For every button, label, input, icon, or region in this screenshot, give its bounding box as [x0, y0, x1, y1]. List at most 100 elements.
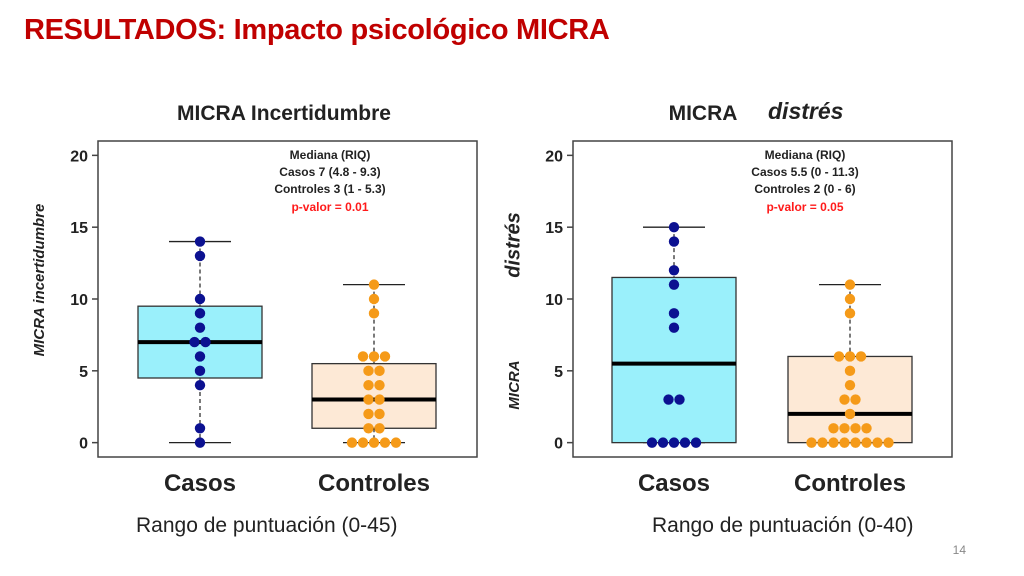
- data-point: [828, 437, 839, 448]
- y-tick-label: 10: [70, 292, 88, 309]
- data-point: [194, 365, 206, 377]
- data-point: [844, 379, 856, 391]
- data-point: [390, 437, 402, 448]
- data-point: [189, 336, 200, 348]
- data-point: [194, 423, 206, 434]
- data-point: [194, 437, 206, 448]
- chart-title: MICRA: [669, 102, 738, 125]
- box-controles: [311, 362, 437, 429]
- data-point: [850, 394, 861, 405]
- data-point: [817, 437, 828, 448]
- data-point: [363, 394, 374, 405]
- data-point: [374, 365, 385, 377]
- data-point: [668, 322, 680, 333]
- data-point: [674, 394, 685, 405]
- data-point: [363, 379, 374, 391]
- data-point: [374, 423, 385, 434]
- box-casos: [611, 276, 737, 444]
- x-category-label: Casos: [638, 470, 710, 497]
- data-point: [374, 379, 385, 391]
- data-point: [194, 250, 206, 262]
- data-point: [194, 308, 206, 319]
- y-tick-label: 15: [70, 220, 88, 237]
- data-point: [357, 351, 369, 362]
- x-category-label: Controles: [794, 470, 906, 497]
- legend-header: Mediana (RIQ): [290, 148, 371, 162]
- data-point: [806, 437, 817, 448]
- data-point: [850, 423, 861, 434]
- legend-line: Casos 7 (4.8 - 9.3): [279, 165, 380, 179]
- data-point: [374, 394, 385, 405]
- chart-title: MICRA Incertidumbre: [177, 102, 391, 125]
- chart-micra-incertidumbre: MICRA Incertidumbre 0 5 10 15 20 MICRA incerti…: [31, 102, 478, 497]
- x-category-label: Casos: [164, 470, 236, 497]
- legend-line: Casos 5.5 (0 - 11.3): [751, 165, 858, 179]
- data-point: [194, 351, 206, 362]
- data-point: [668, 279, 680, 290]
- data-point: [668, 236, 680, 247]
- y-axis-label: MICRA: [506, 360, 523, 409]
- y-tick-label: 10: [545, 292, 563, 309]
- caption-score-range-right: Rango de puntuación (0-40): [652, 514, 914, 537]
- data-point: [850, 437, 861, 448]
- data-point: [374, 408, 385, 420]
- y-tick-label: 0: [79, 436, 88, 453]
- data-point: [663, 394, 674, 405]
- data-point: [844, 308, 856, 319]
- data-point: [844, 279, 856, 290]
- y-tick-label: 5: [554, 364, 563, 381]
- data-point: [657, 437, 669, 448]
- data-point: [368, 437, 380, 448]
- data-point: [368, 308, 380, 319]
- data-point: [379, 437, 391, 448]
- data-point: [194, 293, 206, 305]
- data-point: [368, 279, 380, 290]
- y-tick-label: 0: [554, 436, 563, 453]
- legend-line: Controles 3 (1 - 5.3): [274, 182, 385, 196]
- data-point: [839, 423, 850, 434]
- data-point: [368, 351, 380, 362]
- data-point: [861, 423, 872, 434]
- y-axis-label-extra: distrés: [502, 212, 525, 278]
- data-point: [872, 437, 883, 448]
- data-point: [363, 423, 374, 434]
- legend-line: Controles 2 (0 - 6): [754, 182, 855, 196]
- legend-header: Mediana (RIQ): [765, 148, 846, 162]
- x-category-label: Controles: [318, 470, 430, 497]
- data-point: [200, 336, 211, 348]
- y-tick-label: 20: [545, 148, 563, 165]
- data-point: [668, 265, 680, 276]
- data-point: [844, 365, 856, 377]
- data-point: [844, 408, 856, 420]
- data-point: [194, 322, 206, 333]
- data-point: [379, 351, 391, 362]
- data-point: [346, 437, 358, 448]
- chart-title-extra: distrés: [768, 98, 844, 124]
- data-point: [668, 221, 680, 233]
- data-point: [363, 408, 374, 420]
- data-point: [668, 437, 680, 448]
- y-tick-label: 20: [70, 148, 88, 165]
- data-point: [833, 351, 845, 362]
- y-axis-label: MICRA incertidumbre: [31, 204, 48, 357]
- data-point: [844, 293, 856, 305]
- caption-score-range-left: Rango de puntuación (0-45): [136, 514, 398, 537]
- p-value-label: p-valor = 0.01: [291, 200, 368, 214]
- y-tick-label: 15: [545, 220, 563, 237]
- chart-micra-distres: MICRA 0 5 10 15 20 MICRA Casos Controles Mediana …: [506, 102, 953, 497]
- data-point: [194, 236, 206, 247]
- data-point: [883, 437, 894, 448]
- data-point: [194, 379, 206, 391]
- data-point: [646, 437, 658, 448]
- slide-title: RESULTADOS: Impacto psicológico MICRA: [24, 14, 610, 46]
- data-point: [668, 308, 680, 319]
- data-point: [839, 394, 850, 405]
- y-tick-label: 5: [79, 364, 88, 381]
- data-point: [861, 437, 872, 448]
- page-number: 14: [952, 543, 966, 557]
- data-point: [828, 423, 839, 434]
- data-point: [690, 437, 702, 448]
- data-point: [679, 437, 691, 448]
- data-point: [839, 437, 850, 448]
- p-value-label: p-valor = 0.05: [766, 200, 843, 214]
